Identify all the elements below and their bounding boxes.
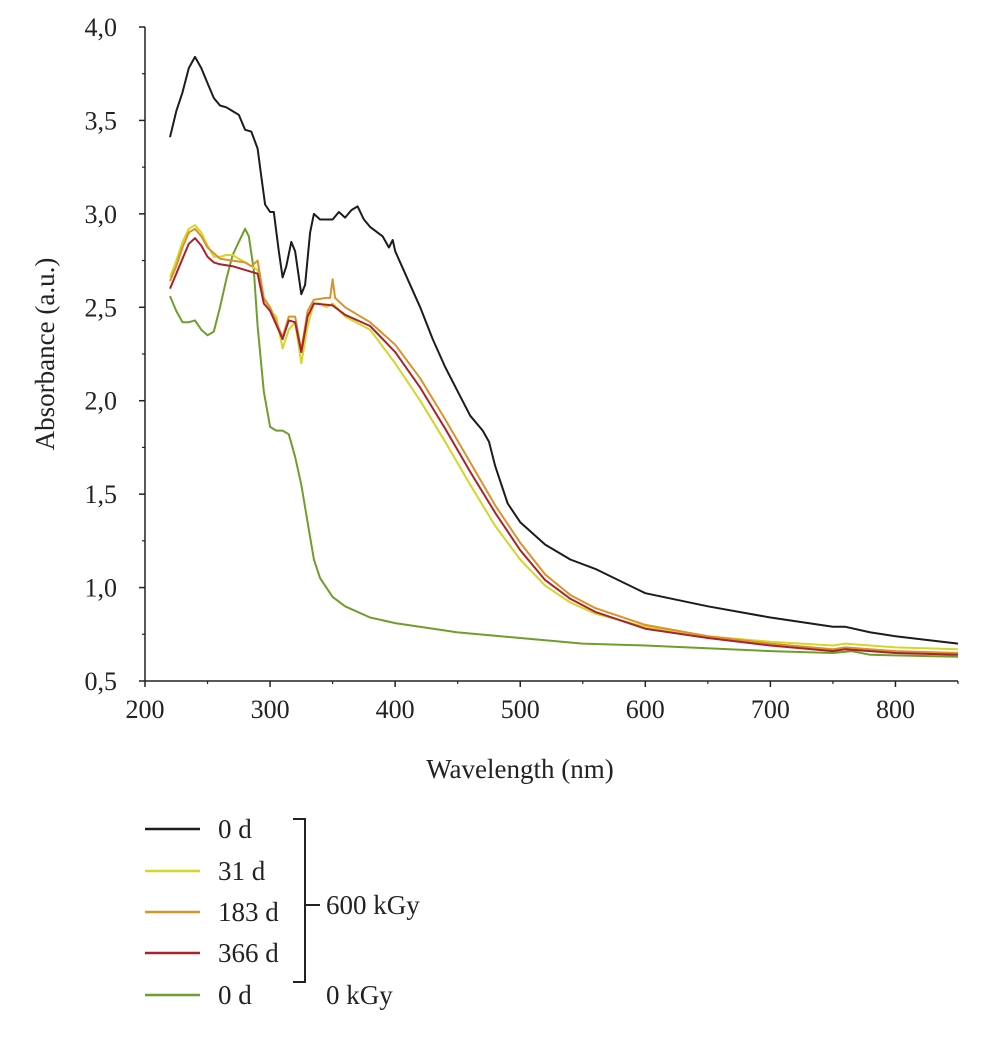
series-line-0 <box>169 55 959 645</box>
legend-label: 0 d <box>218 814 252 844</box>
legend-label: 0 d <box>218 980 252 1010</box>
x-tick-label: 200 <box>126 695 165 724</box>
series-line-4 <box>169 227 959 658</box>
x-tick-label: 600 <box>626 695 665 724</box>
axes: 0,5 1,0 1,5 2,0 2,5 3,0 3,5 4,0 200 300 400 500 600 7… <box>85 13 959 724</box>
y-tick-label: 2,0 <box>85 387 118 416</box>
y-tick-label: 1,5 <box>85 480 118 509</box>
legend-label: 183 d <box>218 897 279 927</box>
y-tick-label: 4,0 <box>85 13 118 42</box>
series-lines <box>169 55 959 658</box>
y-tick-label: 0,5 <box>85 667 118 696</box>
y-tick-label: 3,5 <box>85 106 118 135</box>
series-line-2 <box>169 227 959 654</box>
x-tick-label: 300 <box>251 695 290 724</box>
y-tick-label: 2,5 <box>85 293 118 322</box>
legend-group-label: 0 kGy <box>326 980 393 1010</box>
x-tick-label: 500 <box>501 695 540 724</box>
y-tick-label: 3,0 <box>85 200 118 229</box>
series-line-1 <box>169 224 959 651</box>
x-axis-label: Wavelength (nm) <box>426 754 614 784</box>
legend-group-label: 600 kGy <box>326 890 420 920</box>
series-line-3 <box>169 237 959 656</box>
x-tick-label: 800 <box>876 695 915 724</box>
y-axis-label: Absorbance (a.u.) <box>30 258 60 451</box>
legend-label: 31 d <box>218 856 266 886</box>
y-tick-label: 1,0 <box>85 574 118 603</box>
legend-label: 366 d <box>218 938 279 968</box>
legend-bracket <box>293 818 306 983</box>
x-tick-label: 400 <box>376 695 415 724</box>
x-tick-label: 700 <box>751 695 790 724</box>
legend: 0 d 31 d 183 d 366 d 0 d 600 kGy 0 kGy <box>145 814 420 1010</box>
